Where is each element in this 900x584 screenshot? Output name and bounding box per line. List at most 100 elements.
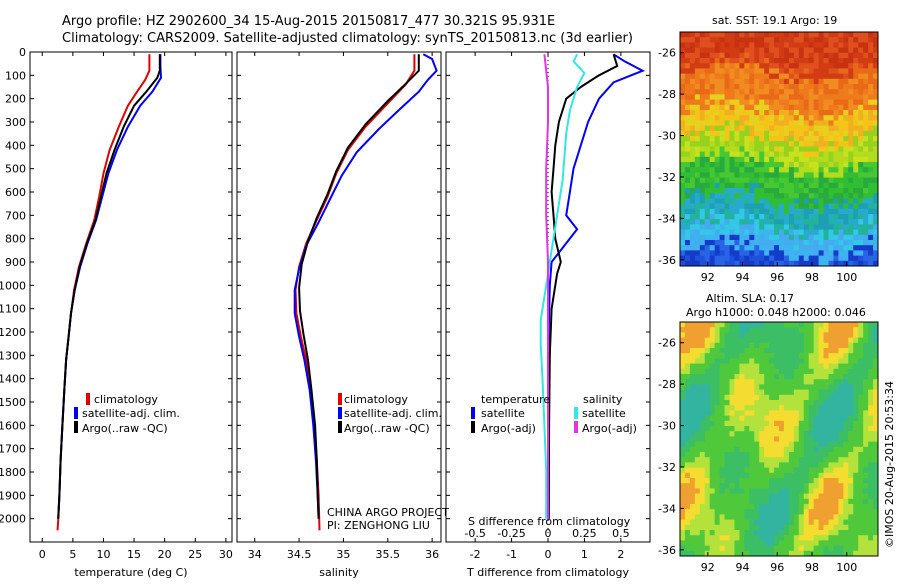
map-cell [729,493,735,500]
map-cell [873,540,879,547]
map-cell [680,63,686,69]
series-line-satellite-adj-clim- [57,54,163,519]
map-cell [838,472,844,479]
map-cell [774,151,780,158]
map-cell [709,104,716,111]
map-cell [868,452,874,458]
y-tick-label: 1000 [0,279,26,292]
map-cell [818,498,825,505]
map-cell [783,146,790,153]
map-cell [793,115,800,121]
map-cell [818,245,825,251]
map-cell [684,136,691,142]
map-cell [754,483,760,489]
map-cell [704,441,711,448]
map-cell [779,332,785,339]
map-cell [689,188,696,194]
s-tick-label: -0.25 [497,527,525,540]
map-cell [803,115,810,121]
map-cell [764,379,770,385]
map-cell [724,462,730,469]
map-cell [779,550,785,557]
map-cell [853,457,859,463]
map-cell [749,483,755,489]
map-cell [759,405,765,411]
map-cell [739,125,745,132]
map-cell [868,141,874,147]
temperature-legend: climatology satellite-adj. clim. Argo(..… [74,393,180,435]
map-cell [764,99,770,106]
map-cell [813,394,820,401]
map-cell [764,156,770,163]
map-cell [853,358,859,365]
map-cell [769,73,775,80]
map-cell [754,141,760,147]
map-cell [724,177,730,184]
map-cell [714,32,721,38]
map-cell [838,342,844,349]
map-cell [853,89,859,95]
map-cell [734,483,740,489]
map-cell [793,524,800,531]
map-cell [704,110,711,116]
map-cell [769,327,775,333]
map-cell [843,410,849,417]
map-cell [838,245,844,251]
map-cell [843,68,849,75]
map-cell [704,514,711,521]
y-tick-label: -30 [658,420,676,433]
map-cell [793,550,800,557]
map-cell [699,342,706,349]
map-cell [788,332,795,339]
map-cell [858,348,864,354]
map-cell [838,415,844,422]
map-cell [724,214,730,220]
map-cell [739,535,745,541]
map-cell [803,229,810,236]
map-cell [704,182,711,189]
map-cell [769,47,775,54]
map-cell [838,78,844,85]
map-cell [798,524,805,531]
map-cell [759,389,765,396]
map-cell [848,400,854,406]
map-cell [734,545,740,552]
map-cell [719,389,726,396]
map-cell [848,193,854,199]
map-cell [828,514,834,521]
difference-panel: -2 -1 0 1 2T difference from climatology-0.5… [445,51,651,579]
map-cell [734,37,740,43]
map-cell [680,368,686,375]
map-cell [853,332,859,339]
map-cell [838,146,844,153]
map-cell [774,452,780,458]
map-cell [680,224,686,231]
map-cell [798,115,805,121]
map-cell [689,436,696,443]
map-cell [714,172,721,179]
map-cell [739,467,745,474]
map-cell [754,193,760,199]
map-cell [818,63,825,69]
map-cell [739,358,745,365]
map-cell [764,162,770,168]
map-cell [863,104,869,111]
map-cell [823,363,829,370]
map-cell [744,120,750,127]
map-cell [684,234,691,241]
map-cell [808,120,815,127]
map-cell [739,177,745,184]
map-cell [818,198,825,205]
map-cell [828,348,834,354]
map-cell [774,400,780,406]
map-cell [744,415,750,422]
map-cell [843,457,849,463]
map-cell [704,498,711,505]
map-cell [684,327,691,333]
map-cell [798,73,805,80]
map-cell [828,229,834,236]
map-cell [694,110,701,116]
map-cell [798,94,805,101]
map-cell [828,208,834,215]
map-cell [734,452,740,458]
